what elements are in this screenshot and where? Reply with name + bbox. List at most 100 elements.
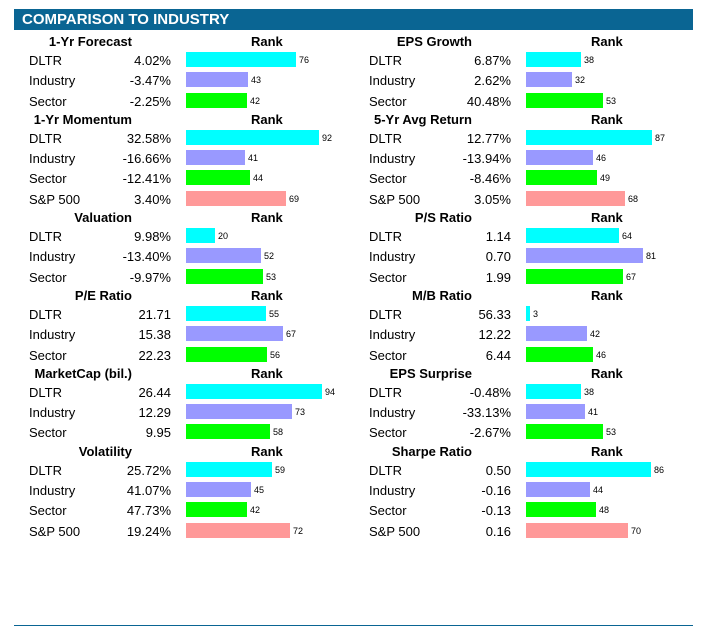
metric-row: Industry 15.38 67 (24, 324, 354, 344)
section-header: P/E Ratio Rank (24, 287, 354, 304)
rank-value: 68 (628, 193, 639, 204)
row-value: 0.50 (485, 462, 511, 478)
rank-value: 73 (295, 407, 306, 418)
rank-value: 44 (593, 485, 604, 496)
row-label: Industry (29, 73, 76, 89)
metric-row: Industry 0.70 81 (364, 246, 694, 266)
row-label: Industry (369, 249, 416, 265)
row-label: DLTR (29, 462, 62, 478)
rank-value: 67 (286, 329, 297, 340)
metric-row: Sector 47.73% 42 (24, 500, 354, 520)
row-label: DLTR (369, 462, 402, 478)
rank-header: Rank (251, 210, 283, 226)
row-value: -2.67% (469, 425, 511, 441)
row-label: DLTR (29, 229, 62, 245)
row-value: 2.62% (474, 73, 511, 89)
section-title: EPS Growth (396, 34, 472, 49)
rank-value: 52 (264, 251, 275, 262)
right-column: EPS Growth Rank DLTR 6.87% 38 Industry 2.62% 32… (364, 33, 694, 541)
rank-value: 45 (254, 485, 265, 496)
rank-bar-industry (186, 482, 251, 498)
row-label: Industry (29, 151, 76, 167)
rank-header: Rank (251, 111, 283, 127)
row-value: -2.25% (129, 93, 171, 109)
metric-row: Sector 40.48% 53 (364, 91, 694, 111)
row-value: 1.14 (485, 229, 511, 245)
row-label: Sector (29, 503, 67, 519)
rank-value: 53 (606, 95, 617, 106)
row-value: 0.70 (485, 249, 511, 265)
rank-bar-industry (526, 150, 593, 166)
row-value: 0.16 (485, 523, 511, 539)
row-value: 22.23 (138, 347, 171, 363)
metric-row: S&P 500 3.40% 69 (24, 189, 354, 209)
row-value: 3.40% (134, 191, 171, 207)
metric-section: M/B Ratio Rank DLTR 56.33 3 Industry 12.22 42 Se… (364, 287, 694, 365)
row-label: DLTR (29, 306, 62, 322)
row-value: -33.13% (462, 405, 511, 421)
row-value: 40.48% (466, 93, 511, 109)
bottom-rule (14, 625, 693, 626)
rank-value: 42 (250, 95, 261, 106)
rank-value: 3 (533, 308, 539, 319)
row-value: 21.71 (138, 306, 171, 322)
row-value: 9.95 (145, 425, 171, 441)
metric-row: DLTR 12.77% 87 (364, 128, 694, 148)
row-label: Industry (369, 327, 416, 343)
row-label: DLTR (29, 384, 62, 400)
metric-row: Industry -33.13% 41 (364, 402, 694, 422)
metric-section: MarketCap (bil.) Rank DLTR 26.44 94 Industry 1… (24, 365, 354, 443)
rank-bar-sector (186, 170, 250, 186)
metric-section: P/S Ratio Rank DLTR 1.14 64 Industry 0.70 81 Sec… (364, 209, 694, 287)
row-label: S&P 500 (369, 191, 421, 207)
rank-bar-industry (526, 72, 572, 88)
metric-section: 5-Yr Avg Return Rank DLTR 12.77% 87 Industry -… (364, 111, 694, 209)
section-header: Sharpe Ratio Rank (364, 443, 694, 460)
rank-value: 72 (293, 525, 304, 536)
rank-bar-stock (186, 228, 215, 244)
metric-row: Industry -16.66% 41 (24, 148, 354, 168)
row-label: Industry (29, 405, 76, 421)
section-banner: COMPARISON TO INDUSTRY (14, 9, 693, 30)
row-value: -9.97% (129, 269, 171, 285)
row-label: S&P 500 (29, 191, 81, 207)
rank-value: 81 (646, 251, 657, 262)
rank-bar-stock (186, 305, 266, 321)
metric-row: DLTR 0.50 86 (364, 460, 694, 480)
row-label: DLTR (29, 130, 62, 146)
section-title: P/S Ratio (414, 210, 472, 226)
row-label: DLTR (369, 306, 402, 322)
metric-row: Industry -13.40% 52 (24, 246, 354, 266)
metric-section: EPS Growth Rank DLTR 6.87% 38 Industry 2.62% 32… (364, 33, 694, 111)
metric-row: Sector -0.13 48 (364, 500, 694, 520)
metric-row: S&P 500 0.16 70 (364, 521, 694, 541)
row-value: 25.72% (126, 462, 171, 478)
row-value: -8.46% (469, 171, 511, 187)
row-label: Sector (29, 425, 67, 441)
row-label: Sector (29, 269, 67, 285)
rank-value: 46 (596, 349, 607, 360)
rank-bar-sector (186, 268, 263, 284)
page-title: COMPARISON TO INDUSTRY (22, 11, 230, 28)
rank-bar-industry (186, 72, 248, 88)
row-value: 12.77% (466, 130, 511, 146)
metric-row: DLTR 1.14 64 (364, 226, 694, 246)
rank-bar-stock (186, 383, 322, 399)
section-title: Sharpe Ratio (391, 443, 472, 459)
rank-bar-sector (526, 92, 603, 108)
rank-value: 92 (322, 132, 333, 143)
section-title: Volatility (78, 443, 132, 459)
section-title: MarketCap (bil.) (34, 365, 132, 381)
metric-row: Sector 9.95 58 (24, 422, 354, 442)
section-header: 1-Yr Forecast Rank (24, 33, 354, 50)
row-label: Sector (369, 425, 407, 441)
metric-row: Sector 22.23 56 (24, 345, 354, 365)
rank-value: 56 (270, 349, 281, 360)
section-title: 5-Yr Avg Return (374, 111, 472, 127)
rank-value: 64 (622, 231, 633, 242)
rank-value: 38 (584, 386, 595, 397)
rank-header: Rank (591, 287, 623, 303)
metric-row: Sector -8.46% 49 (364, 168, 694, 188)
rank-value: 67 (626, 271, 637, 282)
rank-bar-stock (526, 383, 581, 399)
